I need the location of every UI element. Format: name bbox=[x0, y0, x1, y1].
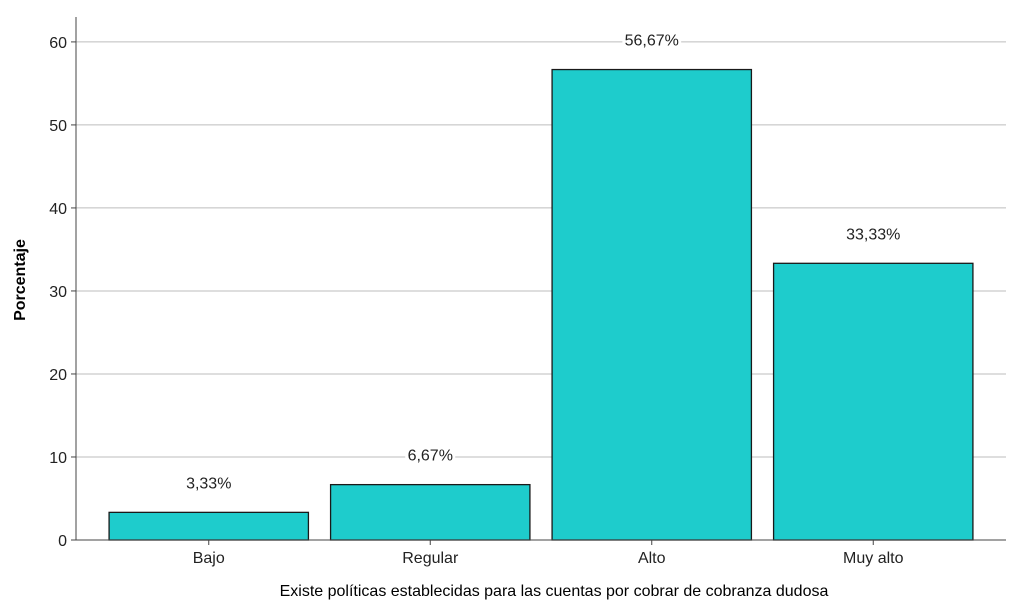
labels: 0 10 20 30 40 50 60 Bajo 3,33% Regular 6,67% Alto 56… bbox=[49, 30, 904, 567]
y-tick-label: 40 bbox=[49, 201, 67, 218]
data-label-background bbox=[843, 224, 903, 245]
x-tick-label: Bajo bbox=[193, 550, 225, 567]
bar bbox=[108, 511, 310, 541]
y-tick-label: 0 bbox=[58, 533, 67, 550]
y-axis-title: Porcentaje bbox=[12, 239, 29, 321]
data-label-background bbox=[183, 473, 234, 494]
bars bbox=[108, 68, 974, 541]
data-label-background bbox=[622, 30, 682, 51]
x-axis-title: Existe políticas establecidas para las c… bbox=[280, 583, 829, 600]
y-tick-label: 30 bbox=[49, 284, 67, 301]
data-label: 56,67% bbox=[625, 33, 679, 50]
y-tick-label: 60 bbox=[49, 35, 67, 52]
axes bbox=[71, 17, 1006, 545]
bar bbox=[551, 68, 753, 541]
data-label: 3,33% bbox=[186, 475, 231, 492]
bar bbox=[772, 262, 974, 541]
y-tick-label: 10 bbox=[49, 450, 67, 467]
y-tick-label: 20 bbox=[49, 367, 67, 384]
bar bbox=[329, 483, 531, 541]
data-label: 6,67% bbox=[408, 448, 453, 465]
x-tick-label: Alto bbox=[638, 550, 666, 567]
x-tick-label: Regular bbox=[402, 550, 459, 567]
data-label-background bbox=[405, 445, 456, 466]
y-tick-label: 50 bbox=[49, 118, 67, 135]
data-label: 33,33% bbox=[846, 226, 900, 243]
x-tick-label: Muy alto bbox=[843, 550, 904, 567]
